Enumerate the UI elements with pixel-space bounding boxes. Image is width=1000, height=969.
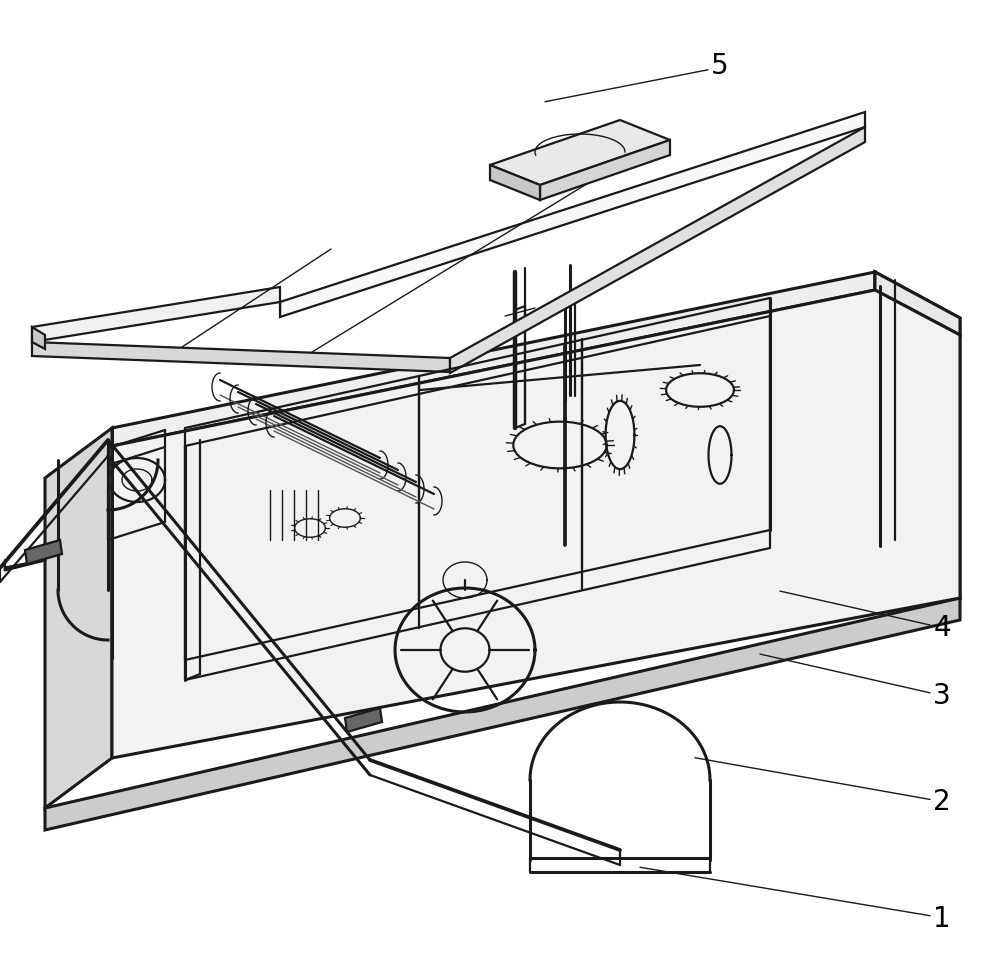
Polygon shape (540, 140, 670, 200)
Polygon shape (32, 342, 450, 372)
Polygon shape (490, 165, 540, 200)
Polygon shape (875, 272, 960, 598)
Polygon shape (45, 598, 960, 830)
Polygon shape (45, 428, 112, 808)
Text: 1: 1 (933, 905, 951, 932)
Polygon shape (25, 540, 62, 564)
Polygon shape (32, 287, 280, 342)
Polygon shape (875, 272, 960, 335)
Polygon shape (490, 120, 670, 185)
Text: 4: 4 (933, 614, 951, 641)
Text: 5: 5 (711, 52, 729, 79)
Polygon shape (112, 272, 875, 745)
Polygon shape (280, 112, 865, 317)
Polygon shape (32, 327, 45, 349)
Polygon shape (345, 708, 382, 732)
Polygon shape (112, 290, 960, 758)
Text: 2: 2 (933, 789, 951, 816)
Polygon shape (450, 127, 865, 373)
Polygon shape (112, 272, 875, 446)
Text: 3: 3 (933, 682, 951, 709)
